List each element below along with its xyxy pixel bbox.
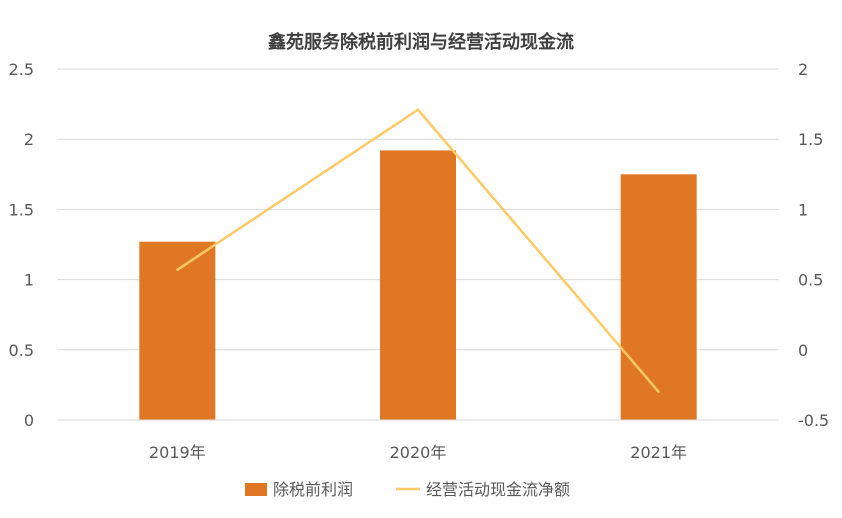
x-tick-label: 2021年 <box>630 443 687 462</box>
left-y-axis: 0 0.5 1 1.5 2 2.5 <box>9 60 34 430</box>
right-tick-label: -0.5 <box>798 411 829 430</box>
right-tick-label: 0.5 <box>798 271 823 290</box>
right-y-axis: -0.5 0 0.5 1 1.5 2 <box>798 60 829 430</box>
bar <box>380 150 456 420</box>
line-point <box>416 108 420 111</box>
legend: 除税前利润 经营活动现金流净额 <box>245 480 570 499</box>
left-tick-label: 2.5 <box>9 60 34 79</box>
right-tick-label: 1 <box>798 200 808 219</box>
line-point <box>657 390 660 394</box>
x-axis: 2019年 2020年 2021年 <box>57 419 779 462</box>
bar <box>139 241 216 420</box>
left-tick-label: 1 <box>24 271 34 290</box>
bar-series <box>139 150 697 420</box>
bar <box>620 174 697 420</box>
chart-title: 鑫苑服务除税前利润与经营活动现金流 <box>267 31 574 53</box>
left-tick-label: 0.5 <box>9 341 34 360</box>
right-tick-label: 0 <box>798 341 808 360</box>
legend-label-line: 经营活动现金流净额 <box>426 480 570 499</box>
left-tick-label: 2 <box>24 130 34 149</box>
line-series <box>176 108 660 394</box>
right-tick-label: 2 <box>798 60 808 79</box>
legend-swatch-bar <box>245 483 267 496</box>
line-point <box>176 268 179 271</box>
right-tick-label: 1.5 <box>798 130 823 149</box>
x-tick-label: 2019年 <box>149 443 206 462</box>
x-tick-label: 2020年 <box>390 443 447 462</box>
left-tick-label: 1.5 <box>9 200 34 219</box>
legend-label-bar: 除税前利润 <box>273 480 353 499</box>
left-tick-label: 0 <box>24 411 34 430</box>
